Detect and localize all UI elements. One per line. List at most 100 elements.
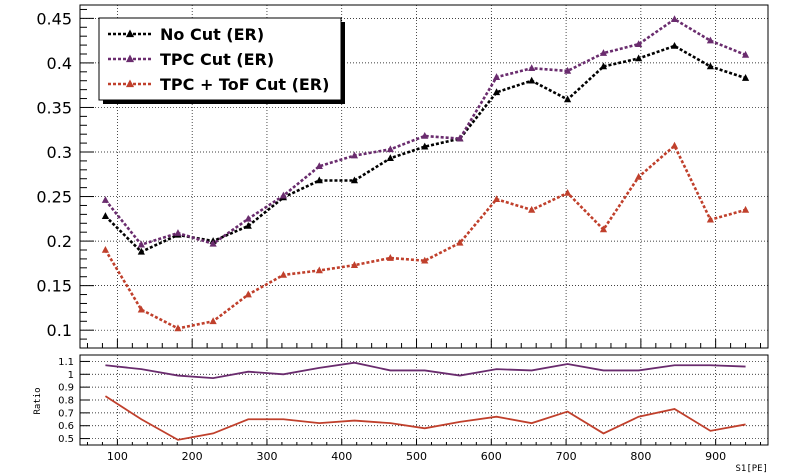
- ratio-ytick-label: 0.5: [58, 434, 74, 445]
- data-point-marker: [386, 145, 394, 153]
- data-point-marker: [741, 50, 750, 58]
- data-point-marker: [350, 176, 359, 184]
- data-point-marker: [456, 134, 464, 142]
- main-ticks: [80, 8, 762, 348]
- data-point-marker: [209, 317, 217, 325]
- ratio-x-axis-label: S1[PE]: [735, 464, 768, 474]
- data-point-marker: [492, 88, 501, 96]
- data-point-marker: [492, 195, 501, 203]
- x-tick-label: 800: [630, 450, 651, 463]
- x-tick-label: 300: [256, 450, 277, 463]
- ratio-ytick-label: 1: [68, 370, 74, 381]
- data-point-marker: [315, 162, 323, 170]
- data-point-marker: [137, 305, 145, 313]
- ratio-series-line-1: [104, 395, 746, 441]
- data-point-marker: [101, 246, 110, 253]
- main-ytick-label: 0.2: [47, 232, 72, 251]
- ratio-ytick-label: 0.8: [58, 396, 74, 407]
- ratio-ytick-labels: 0.5 0.6 0.70.8 0.9 1 1.1: [58, 357, 74, 445]
- data-point-marker: [101, 212, 110, 219]
- data-point-marker: [670, 15, 679, 23]
- ratio-panel: 0.5 0.6 0.70.8 0.9 1 1.1 100 200 300 400 500 600 70…: [33, 354, 769, 474]
- x-tick-label: 600: [481, 450, 502, 463]
- legend-entries: No Cut (ER) TPC Cut (ER) TPC + ToF Cut (ER…: [108, 25, 329, 94]
- legend: No Cut (ER) TPC Cut (ER) TPC + ToF Cut (ER…: [98, 17, 345, 104]
- data-point-marker: [599, 225, 608, 233]
- ratio-series: [104, 361, 746, 441]
- ratio-ytick-label: 0.6: [58, 421, 74, 432]
- legend-marker: [125, 29, 135, 38]
- main-ytick-label: 0.1: [47, 321, 72, 340]
- series-1: [101, 15, 750, 248]
- data-point-marker: [741, 205, 750, 213]
- data-point-marker: [670, 41, 679, 49]
- main-ytick-label: 0.45: [36, 9, 72, 28]
- ratio-xtick-labels: 100 200 300 400 500 600 700 800 900: [107, 450, 726, 463]
- ratio-ytick-label: 1.1: [58, 357, 74, 368]
- data-point-marker: [741, 74, 750, 81]
- data-point-marker: [670, 141, 679, 149]
- data-point-marker: [599, 49, 608, 56]
- data-point-marker: [350, 151, 359, 159]
- legend-entry: No Cut (ER): [108, 25, 264, 44]
- ratio-grid: [80, 355, 768, 445]
- data-point-marker: [421, 131, 429, 139]
- data-point-marker: [386, 254, 394, 261]
- x-tick-label: 900: [705, 450, 726, 463]
- data-point-marker: [563, 95, 572, 103]
- data-point-marker: [421, 256, 429, 264]
- data-point-marker: [706, 62, 715, 70]
- x-tick-label: 400: [331, 450, 352, 463]
- data-point-marker: [174, 324, 182, 332]
- data-point-marker: [137, 247, 145, 255]
- main-ytick-label: 0.15: [36, 277, 72, 296]
- legend-marker: [125, 54, 135, 63]
- data-point-marker: [599, 62, 608, 70]
- main-panel: 0.1 0.15 0.2 0.25 0.3 0.35 0.4 0.45 No Cut (ER)…: [36, 4, 769, 349]
- data-point-marker: [244, 214, 252, 222]
- ratio-series-line-0: [105, 361, 746, 380]
- data-point-marker: [315, 176, 323, 184]
- data-point-marker: [492, 73, 501, 80]
- legend-label: TPC + ToF Cut (ER): [160, 75, 329, 94]
- x-tick-label: 500: [406, 450, 427, 463]
- data-point-marker: [635, 40, 643, 47]
- main-ytick-label: 0.25: [36, 188, 72, 207]
- main-ytick-label: 0.4: [47, 54, 72, 73]
- data-point-marker: [137, 240, 145, 248]
- main-ytick-label: 0.3: [47, 143, 72, 162]
- main-series: [101, 15, 750, 332]
- data-point-marker: [528, 76, 536, 84]
- ratio-ticks: [80, 360, 762, 445]
- data-point-marker: [563, 188, 572, 196]
- x-tick-label: 200: [182, 450, 203, 463]
- data-point-marker: [456, 238, 464, 246]
- data-point-marker: [421, 142, 429, 150]
- series-2: [101, 141, 750, 332]
- main-ytick-labels: 0.1 0.15 0.2 0.25 0.3 0.35 0.4 0.45: [36, 9, 72, 340]
- data-point-marker: [563, 66, 572, 74]
- data-point-marker: [101, 196, 110, 203]
- data-point-marker: [174, 229, 182, 236]
- x-tick-label: 700: [556, 450, 577, 463]
- data-point-marker: [350, 261, 359, 268]
- data-point-marker: [315, 266, 323, 274]
- data-point-marker: [706, 215, 715, 223]
- data-point-marker: [244, 290, 252, 298]
- data-point-marker: [279, 270, 288, 278]
- data-point-marker: [635, 54, 643, 62]
- ratio-y-axis-label: Ratio: [33, 387, 43, 414]
- legend-label: TPC Cut (ER): [160, 50, 274, 69]
- data-point-marker: [386, 154, 394, 162]
- main-ytick-label: 0.35: [36, 98, 72, 117]
- ratio-ytick-label: 0.7: [58, 408, 74, 419]
- data-point-marker: [279, 191, 288, 199]
- legend-entry: TPC Cut (ER): [108, 50, 274, 69]
- data-point-marker: [244, 221, 252, 229]
- legend-label: No Cut (ER): [160, 25, 264, 44]
- data-point-marker: [706, 36, 715, 44]
- data-point-marker: [635, 172, 643, 180]
- data-point-marker: [209, 239, 217, 247]
- data-point-marker: [528, 205, 536, 213]
